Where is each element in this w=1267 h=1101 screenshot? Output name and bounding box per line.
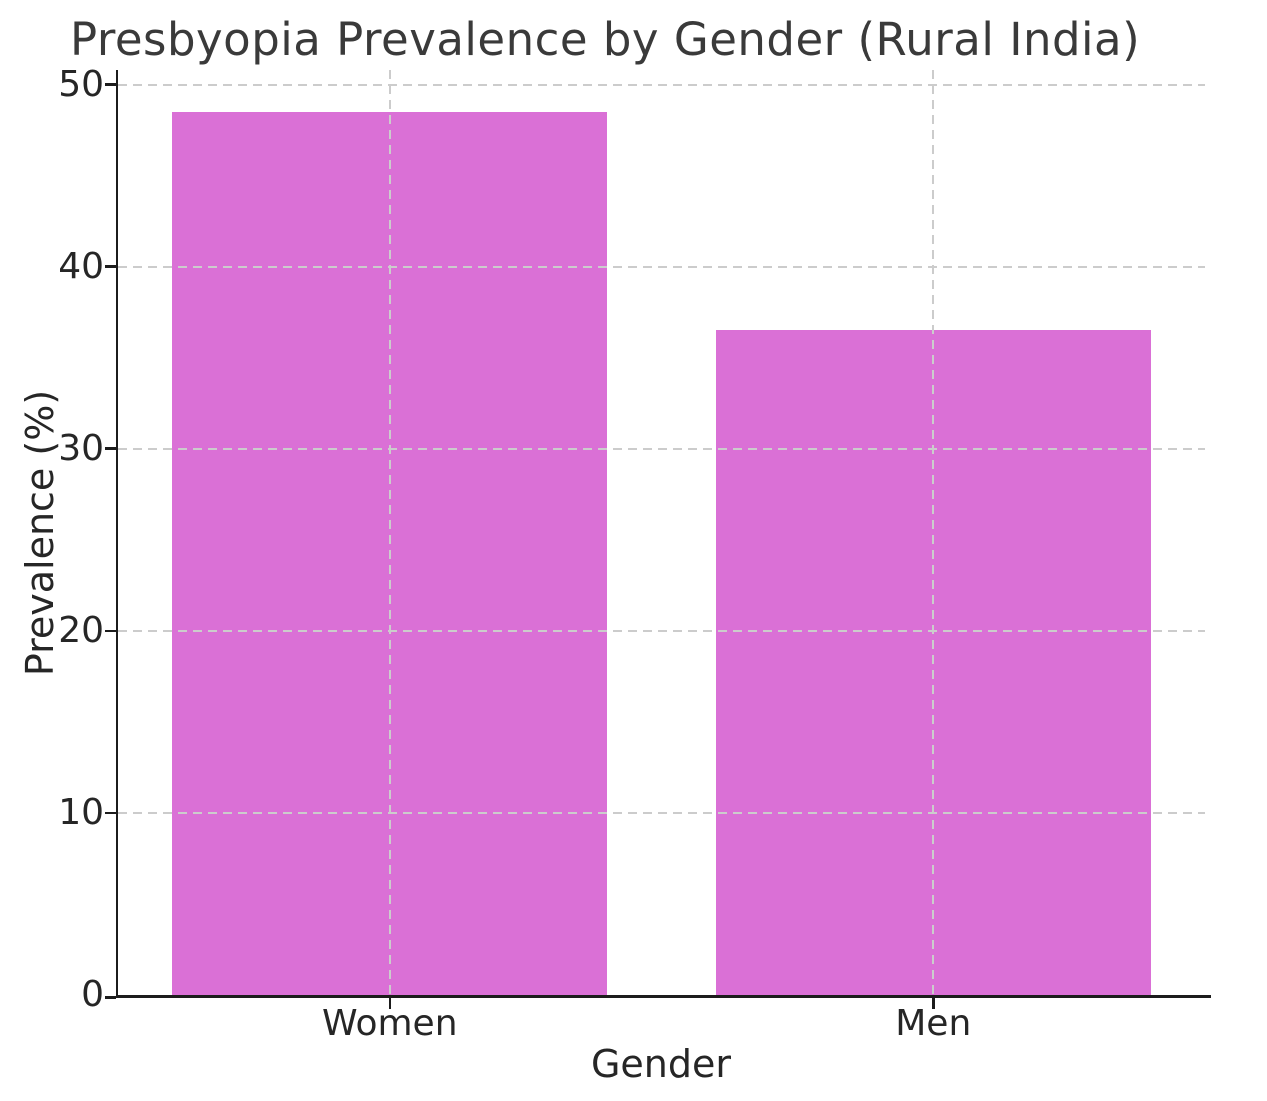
- y-tick-label-10: 10: [58, 791, 104, 833]
- x-tick-label-men: Men: [895, 1003, 972, 1044]
- y-tick-label-0: 0: [81, 974, 104, 1015]
- gridline-y-40: [118, 265, 1205, 268]
- y-tick-30: [104, 447, 116, 450]
- y-tick-label-40: 40: [58, 245, 104, 287]
- gridline-y-50: [118, 83, 1205, 86]
- gridline-x-men: [932, 70, 935, 995]
- y-tick-50: [104, 83, 116, 86]
- y-tick-label-50: 50: [58, 63, 104, 105]
- x-tick-label-women: Women: [321, 1003, 458, 1044]
- gridline-x-women: [388, 70, 391, 995]
- y-tick-label-30: 30: [58, 427, 104, 469]
- y-tick-label-20: 20: [58, 609, 104, 651]
- y-tick-0: [104, 996, 116, 999]
- left-spine: [115, 70, 118, 998]
- y-tick-40: [104, 265, 116, 268]
- gridline-y-10: [118, 811, 1205, 814]
- y-tick-20: [104, 629, 116, 633]
- gridline-y-20: [118, 629, 1205, 632]
- y-tick-10: [104, 811, 116, 815]
- x-tick-women: [388, 997, 391, 1009]
- x-tick-men: [932, 997, 935, 1009]
- gridline-y-30: [118, 447, 1205, 450]
- chart-title: Presbyopia Prevalence by Gender (Rural I…: [70, 13, 1141, 66]
- x-axis-label: Gender: [590, 1042, 732, 1086]
- bottom-spine: [115, 995, 1211, 998]
